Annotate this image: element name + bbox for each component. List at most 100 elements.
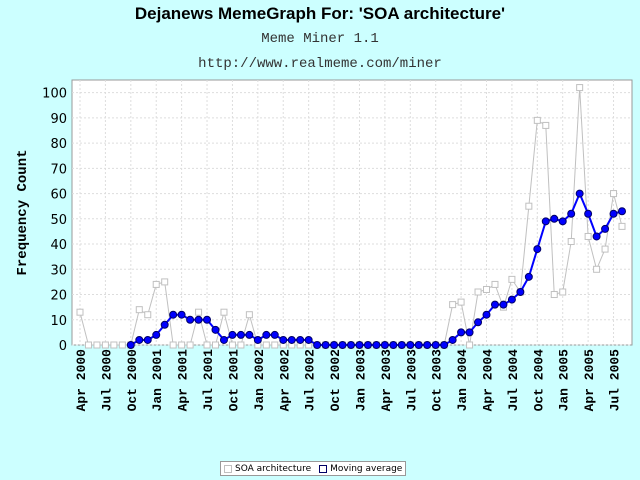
data-point-raw (457, 298, 465, 306)
x-tick-label: Oct 2000 (125, 349, 140, 412)
data-point-raw (195, 308, 203, 316)
legend-item-average: Moving average (319, 464, 402, 474)
data-point-average (406, 341, 415, 349)
x-tick-label: Apr 2003 (379, 349, 394, 412)
data-point-raw (525, 202, 533, 210)
y-tick-label: 0 (59, 339, 67, 354)
data-point-average (262, 330, 271, 339)
data-point-average (550, 214, 559, 223)
data-point-raw (161, 278, 169, 286)
data-point-raw (84, 341, 92, 349)
data-point-average (245, 330, 254, 339)
data-point-average (423, 341, 432, 349)
plot-area (71, 79, 633, 346)
data-point-raw (101, 341, 109, 349)
data-point-raw (584, 232, 592, 240)
data-point-average (160, 320, 169, 329)
data-point-raw (135, 306, 143, 314)
y-tick-label: 30 (50, 263, 67, 278)
data-point-raw (449, 301, 457, 309)
data-point-raw (152, 280, 160, 288)
data-point-raw (76, 308, 84, 316)
data-point-average (211, 325, 220, 334)
x-tick-label: Jan 2001 (150, 349, 165, 412)
data-point-average (355, 341, 364, 349)
data-point-raw (118, 341, 126, 349)
x-tick-label: Apr 2002 (277, 349, 292, 412)
data-point-raw (601, 245, 609, 253)
data-point-average (414, 341, 423, 349)
data-point-raw (542, 121, 550, 129)
x-tick-label: Apr 2005 (582, 349, 597, 412)
data-point-raw (618, 222, 626, 230)
data-point-average (363, 341, 372, 349)
data-point-average (601, 224, 610, 233)
data-point-average (304, 335, 313, 344)
data-point-average (575, 189, 584, 198)
x-tick-label: Oct 2002 (328, 349, 343, 412)
data-point-raw (508, 275, 516, 283)
chart-subtitle: Meme Miner 1.1 (261, 31, 379, 47)
data-point-average (516, 288, 525, 296)
legend-label-average: Moving average (330, 463, 403, 474)
y-tick-label: 70 (50, 162, 67, 177)
data-point-average (372, 341, 381, 349)
y-tick-label: 60 (50, 188, 67, 203)
x-tick-label: Jul 2002 (303, 349, 318, 412)
data-point-average (228, 330, 237, 339)
y-tick-label: 10 (50, 314, 67, 329)
x-tick-label: Jul 2004 (506, 349, 521, 412)
data-point-raw (466, 341, 474, 349)
data-point-average (465, 328, 474, 337)
data-point-average (321, 341, 330, 349)
data-point-average (490, 300, 499, 309)
data-point-average (296, 335, 305, 344)
data-point-average (287, 335, 296, 344)
data-point-average (609, 209, 618, 218)
data-point-average (177, 310, 186, 319)
data-point-raw (212, 341, 219, 349)
data-point-raw (610, 190, 618, 198)
data-point-raw (245, 311, 253, 319)
data-point-average (533, 245, 542, 254)
x-tick-label: Apr 2000 (74, 349, 89, 412)
data-point-average (448, 335, 457, 344)
data-point-raw (559, 288, 567, 296)
data-point-average (126, 341, 135, 349)
data-point-raw (169, 341, 177, 349)
x-tick-label: Oct 2003 (430, 349, 445, 412)
x-tick-label: Oct 2004 (531, 349, 546, 412)
data-point-average (313, 341, 322, 349)
data-point-average (567, 209, 576, 218)
x-tick-label: Jan 2005 (557, 349, 572, 412)
chart-title: Dejanews MemeGraph For: 'SOA architectur… (134, 4, 506, 23)
y-tick-label: 80 (50, 137, 67, 152)
legend-label-raw: SOA architecture (235, 463, 312, 474)
data-point-raw (93, 341, 101, 349)
data-point-average (380, 341, 389, 349)
data-point-average (397, 341, 406, 349)
data-point-average (143, 335, 152, 344)
data-point-raw (491, 280, 499, 288)
y-tick-label: 100 (42, 87, 67, 102)
x-tick-label: Oct 2001 (226, 349, 241, 412)
data-point-average (338, 341, 347, 349)
y-tick-label: 90 (50, 112, 67, 127)
data-point-raw (203, 341, 211, 349)
data-point-average (507, 295, 516, 304)
data-point-raw (593, 265, 601, 273)
x-tick-label: Jan 2003 (353, 349, 368, 412)
x-tick-label: Jan 2004 (455, 349, 470, 412)
data-point-average (279, 335, 288, 344)
data-point-raw (186, 341, 194, 349)
x-tick-label: Jul 2000 (99, 349, 114, 412)
x-tick-label: Jul 2001 (201, 349, 216, 412)
data-point-raw (550, 291, 558, 299)
data-point-raw (178, 341, 186, 349)
data-point-average (524, 272, 533, 281)
data-point-average (482, 310, 491, 319)
data-point-raw (220, 308, 228, 316)
y-tick-label: 50 (50, 213, 67, 228)
data-point-raw (271, 341, 279, 349)
